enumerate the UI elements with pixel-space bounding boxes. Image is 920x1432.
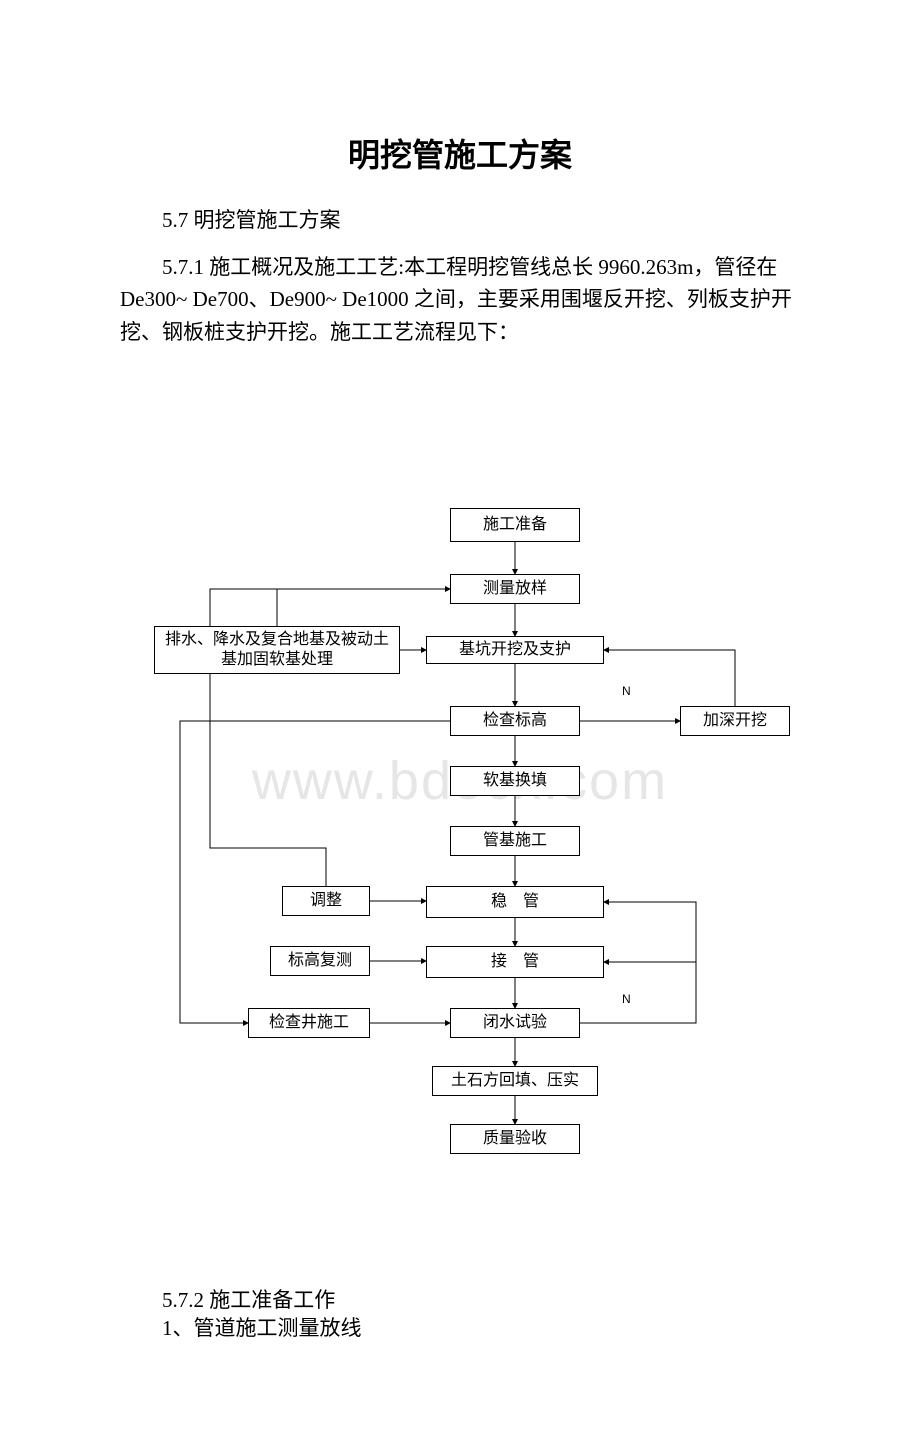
flowchart-node-n16: 质量验收: [450, 1124, 580, 1154]
flowchart-node-n12: 标高复测: [270, 946, 370, 976]
flowchart-node-n5: 检查标高: [450, 706, 580, 736]
flowchart-node-n7: 软基换填: [450, 766, 580, 796]
flowchart-node-n2: 测量放样: [450, 574, 580, 604]
flowchart-container: 施工准备测量放样基坑开挖及支护排水、降水及复合地基及被动土基加固软基处理检查标高…: [140, 508, 820, 1208]
flowchart-label: N: [622, 684, 631, 698]
flowchart-node-n3: 基坑开挖及支护: [426, 636, 604, 664]
flowchart-node-n1: 施工准备: [450, 508, 580, 542]
paragraph-5-7-1: 5.7.1 施工概况及施工工艺:本工程明挖管线总长 9960.263m，管径在 …: [120, 251, 820, 349]
flowchart-node-n11: 接 管: [426, 946, 604, 978]
flowchart-node-n14: 检查井施工: [248, 1008, 370, 1038]
section-heading: 5.7 明挖管施工方案: [120, 204, 820, 237]
flowchart-node-n6: 加深开挖: [680, 706, 790, 736]
flowchart-node-n9: 稳 管: [426, 886, 604, 918]
flowchart-node-n4: 排水、降水及复合地基及被动土基加固软基处理: [154, 626, 400, 674]
paragraph-5-7-2-item1: 1、管道施工测量放线: [120, 1312, 820, 1345]
flowchart-node-n10: 调整: [282, 886, 370, 916]
flowchart-label: N: [622, 992, 631, 1006]
flowchart-node-n15: 土石方回填、压实: [432, 1066, 598, 1096]
page-title: 明挖管施工方案: [0, 130, 920, 176]
flowchart-node-n13: 闭水试验: [450, 1008, 580, 1038]
flowchart-lines: [140, 508, 820, 1208]
flowchart-node-n8: 管基施工: [450, 826, 580, 856]
